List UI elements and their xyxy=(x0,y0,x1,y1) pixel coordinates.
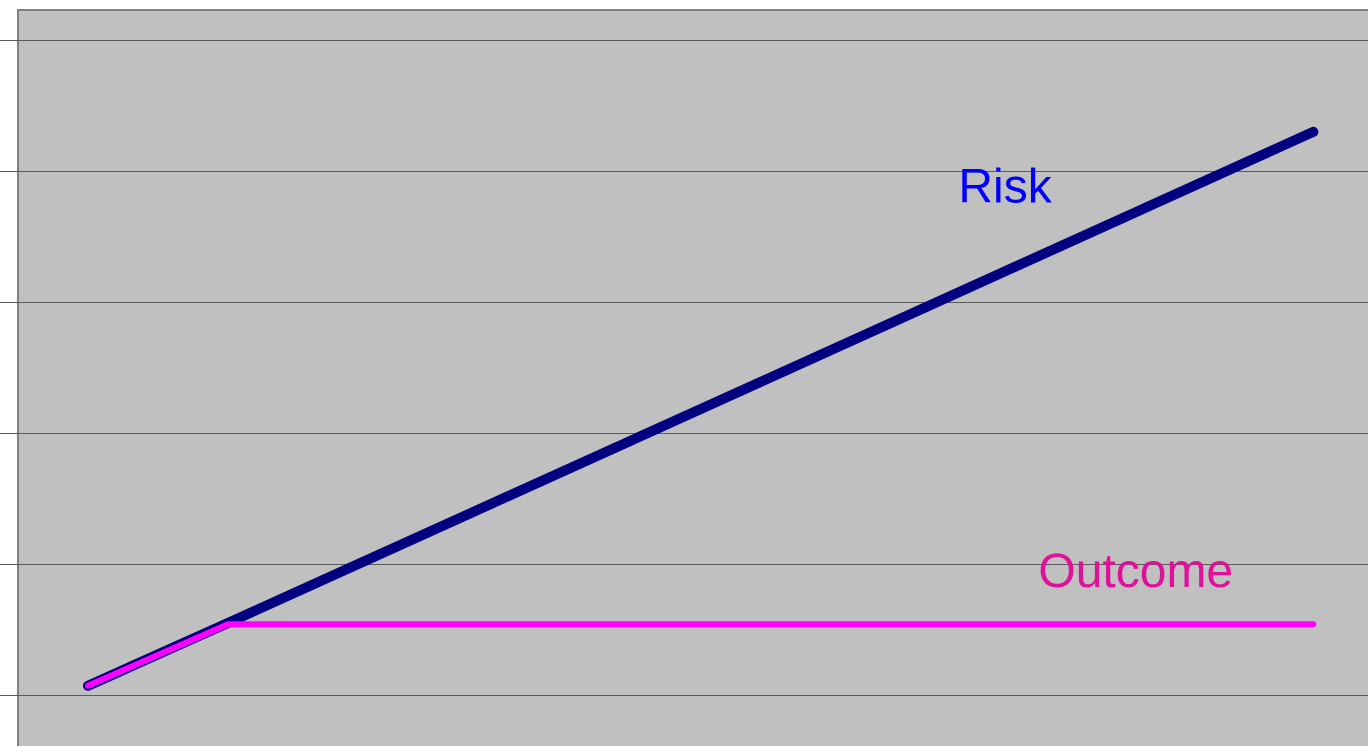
series-label: Outcome xyxy=(1038,545,1233,598)
series-labels: Risk Outcome xyxy=(958,160,1233,597)
series-lines xyxy=(83,126,1319,691)
series-label: Risk xyxy=(958,160,1052,213)
plot-area xyxy=(17,9,1368,746)
series-line xyxy=(85,621,1317,689)
grid xyxy=(0,40,1368,696)
